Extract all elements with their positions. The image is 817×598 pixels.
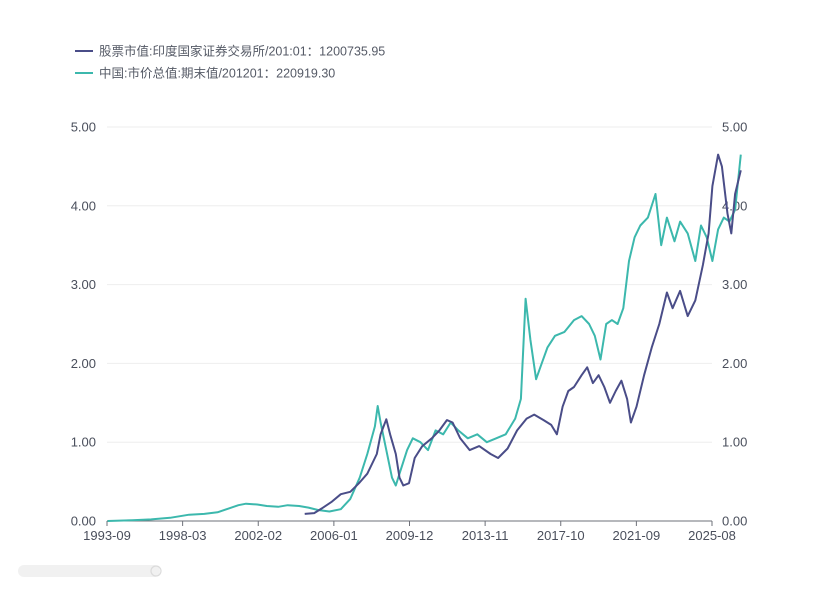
y-left-tick-label: 4.00 [71, 198, 96, 213]
y-left-tick-label: 1.00 [71, 435, 96, 450]
legend-label-india: 股票市值:印度国家证券交易所/201:01：1200735.95 [99, 44, 385, 59]
x-tick-label: 2025-08 [688, 528, 736, 543]
x-tick-label: 2006-01 [310, 528, 358, 543]
y-left-tick-label: 3.00 [71, 277, 96, 292]
y-axis-right: 0.001.002.003.004.005.00 [722, 120, 747, 529]
legend-item-china[interactable]: 中国:市价总值:期末值/201201：220919.30 [75, 66, 335, 81]
y-right-tick-label: 0.00 [722, 514, 747, 529]
y-left-tick-label: 2.00 [71, 356, 96, 371]
x-tick-label: 2002-02 [234, 528, 282, 543]
y-axis-left: 0.00 1.00 2.00 3.00 4.00 5.00 [71, 120, 96, 529]
x-tick-label: 1998-03 [159, 528, 207, 543]
x-tick-label: 1993-09 [83, 528, 131, 543]
series-line-india[interactable] [304, 153, 742, 515]
x-tick-label: 2017-10 [537, 528, 585, 543]
x-tick-label: 2021-09 [613, 528, 661, 543]
y-right-tick-label: 3.00 [722, 277, 747, 292]
watermark-bar [18, 565, 160, 577]
x-tick-label: 2013-11 [462, 528, 509, 543]
footer-watermark [18, 565, 162, 577]
watermark-icon [150, 565, 162, 577]
y-right-tick-label: 5.00 [722, 120, 747, 135]
y-left-tick-label: 0.00 [71, 514, 96, 529]
y-right-tick-label: 1.00 [722, 435, 747, 450]
legend-item-india[interactable]: 股票市值:印度国家证券交易所/201:01：1200735.95 [75, 44, 385, 59]
y-right-tick-label: 2.00 [722, 356, 747, 371]
gridlines [107, 126, 712, 443]
x-axis: 1993-09 1998-03 2002-02 2006-01 2009-12 2013-… [83, 521, 736, 543]
legend: 股票市值:印度国家证券交易所/201:01：1200735.95 中国:市价总值… [75, 44, 385, 81]
series-line-china[interactable] [107, 154, 742, 522]
legend-label-china: 中国:市价总值:期末值/201201：220919.30 [99, 66, 335, 81]
x-tick-label: 2009-12 [386, 528, 434, 543]
series-layer [107, 153, 742, 522]
y-left-tick-label: 5.00 [71, 120, 96, 135]
